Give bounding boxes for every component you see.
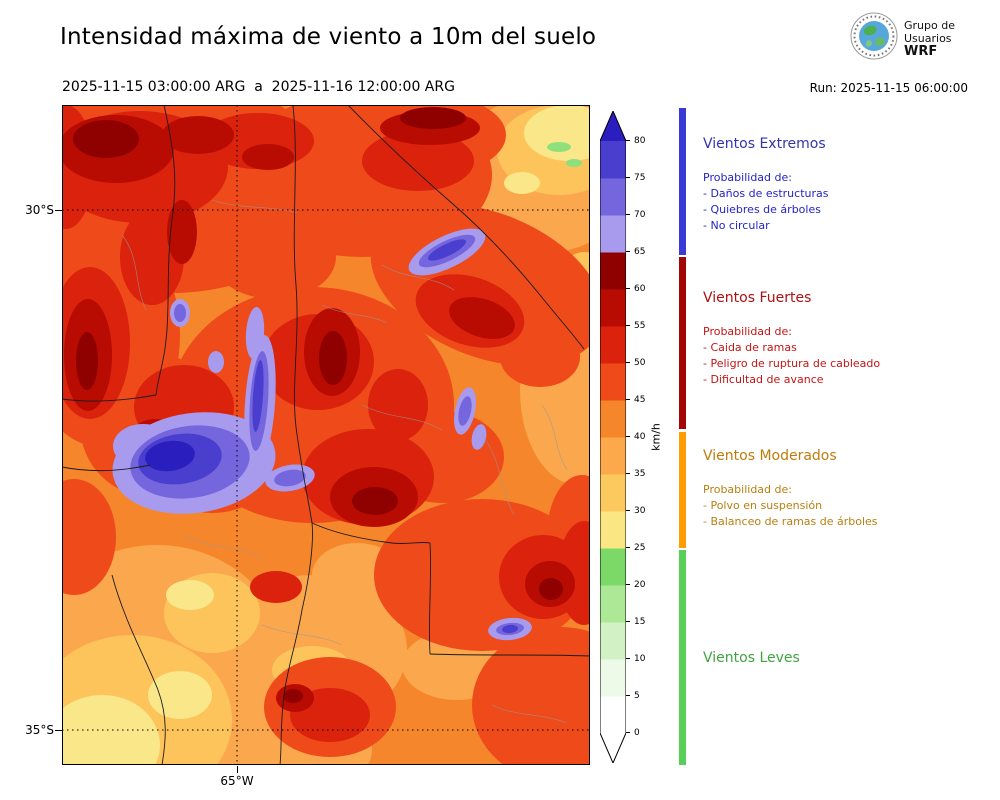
colorbar-tick-mark [626, 732, 630, 733]
globe-icon [850, 12, 898, 64]
contours-20-25 [547, 142, 582, 167]
legend-section-extremos: Vientos Extremos Probabilidad de: - Daño… [703, 136, 973, 234]
department-borders [121, 199, 568, 724]
legend-item: - Balanceo de ramas de árboles [703, 515, 878, 528]
legend-prob-label: Probabilidad de: [703, 171, 792, 184]
legend-body-fuertes: Probabilidad de: - Caida de ramas - Peli… [703, 324, 973, 388]
legend-body-extremos: Probabilidad de: - Daños de estructuras … [703, 170, 973, 234]
legend-prob-label: Probabilidad de: [703, 325, 792, 338]
colorbar-tick-mark [626, 621, 630, 622]
province-borders [62, 105, 590, 765]
legend-body-moderados: Probabilidad de: - Polvo en suspensión -… [703, 482, 973, 530]
lon-label-65w: 65°W [220, 774, 254, 788]
legend-item: - Caida de ramas [703, 341, 797, 354]
legend-bar-moderados [679, 432, 686, 548]
contours-over-80 [145, 440, 195, 472]
logo-text-line3: WRF [904, 43, 938, 59]
wind-intensity-map [62, 105, 590, 765]
colorbar-tick-label: 15 [634, 617, 646, 627]
colorbar-tick-label: 65 [634, 247, 646, 257]
legend-bar-leves [679, 550, 686, 765]
colorbar-tick-label: 60 [634, 284, 646, 294]
colorbar-tick-label: 40 [634, 432, 646, 442]
legend-heading-leves: Vientos Leves [703, 650, 800, 666]
page-title: Intensidad máxima de viento a 10m del su… [60, 24, 597, 50]
map-canvas [62, 105, 590, 765]
legend-prob-label: Probabilidad de: [703, 483, 792, 496]
colorbar-tick-mark [626, 510, 630, 511]
colorbar-tick-mark [626, 473, 630, 474]
colorbar-unit-label: km/h [649, 423, 663, 451]
logo-text: Grupo de Usuarios WRF [904, 19, 955, 58]
colorbar-tick-label: 70 [634, 210, 646, 220]
colorbar-tick-label: 45 [634, 395, 646, 405]
wrf-logo: Grupo de Usuarios WRF [850, 12, 955, 64]
colorbar-tick-label: 30 [634, 506, 646, 516]
legend-section-moderados: Vientos Moderados Probabilidad de: - Pol… [703, 448, 973, 530]
logo-text-line1: Grupo de [904, 18, 955, 32]
colorbar-tick-label: 80 [634, 136, 646, 146]
lat-tick-30s [55, 210, 62, 211]
colorbar-tick-label: 5 [634, 691, 640, 701]
legend-item: - Polvo en suspensión [703, 499, 823, 512]
colorbar-tick-mark [626, 251, 630, 252]
legend-item: - No circular [703, 219, 770, 232]
colorbar-tick-mark [626, 140, 630, 141]
colorbar-tick-label: 0 [634, 728, 640, 738]
colorbar-tick-label: 20 [634, 580, 646, 590]
legend-heading-fuertes: Vientos Fuertes [703, 290, 812, 306]
lat-label-35s: 35°S [25, 723, 54, 737]
colorbar-tick-mark [626, 214, 630, 215]
colorbar-tick-mark [626, 399, 630, 400]
colorbar-tick-labels: 0 5 10 15 20 25 30 35 40 45 50 55 60 65 70 75 80 [626, 111, 660, 763]
legend-item: - Daños de estructuras [703, 187, 829, 200]
lat-label-30s: 30°S [25, 203, 54, 217]
colorbar-tick-mark [626, 695, 630, 696]
colorbar-tick-mark [626, 177, 630, 178]
colorbar-tick-label: 50 [634, 358, 646, 368]
colorbar-tick-label: 10 [634, 654, 646, 664]
model-run-label: Run: 2025-11-15 06:00:00 [809, 81, 968, 95]
colorbar-tick-mark [626, 325, 630, 326]
legend-heading-moderados: Vientos Moderados [703, 448, 837, 464]
legend-section-fuertes: Vientos Fuertes Probabilidad de: - Caida… [703, 290, 973, 388]
colorbar-tick-label: 55 [634, 321, 646, 331]
legend-section-leves: Vientos Leves [703, 650, 973, 684]
legend-item: - Quiebres de árboles [703, 203, 821, 216]
colorbar-tick-mark [626, 436, 630, 437]
legend-bar-fuertes [679, 257, 686, 429]
colorbar-tick-mark [626, 547, 630, 548]
colorbar-tick-mark [626, 288, 630, 289]
lat-tick-35s [55, 730, 62, 731]
legend-bar-extremos [679, 108, 686, 255]
colorbar-tick-label: 35 [634, 469, 646, 479]
legend-item: - Dificultad de avance [703, 373, 824, 386]
contours-60-65 [73, 107, 563, 703]
gridlines [62, 105, 590, 765]
colorbar [600, 111, 626, 763]
logo-text-line2: Usuarios [904, 31, 952, 45]
colorbar-tick-mark [626, 362, 630, 363]
colorbar-tick-label: 25 [634, 543, 646, 553]
legend-heading-extremos: Vientos Extremos [703, 136, 826, 152]
valid-period-label: 2025-11-15 03:00:00 ARG a 2025-11-16 12:… [62, 79, 455, 95]
colorbar-tick-mark [626, 658, 630, 659]
lon-tick-65w [237, 766, 238, 773]
contours-25-30 [62, 105, 590, 765]
colorbar-tick-label: 75 [634, 173, 646, 183]
colorbar-tick-mark [626, 584, 630, 585]
legend-item: - Peligro de ruptura de cableado [703, 357, 881, 370]
map-frame [62, 105, 590, 765]
